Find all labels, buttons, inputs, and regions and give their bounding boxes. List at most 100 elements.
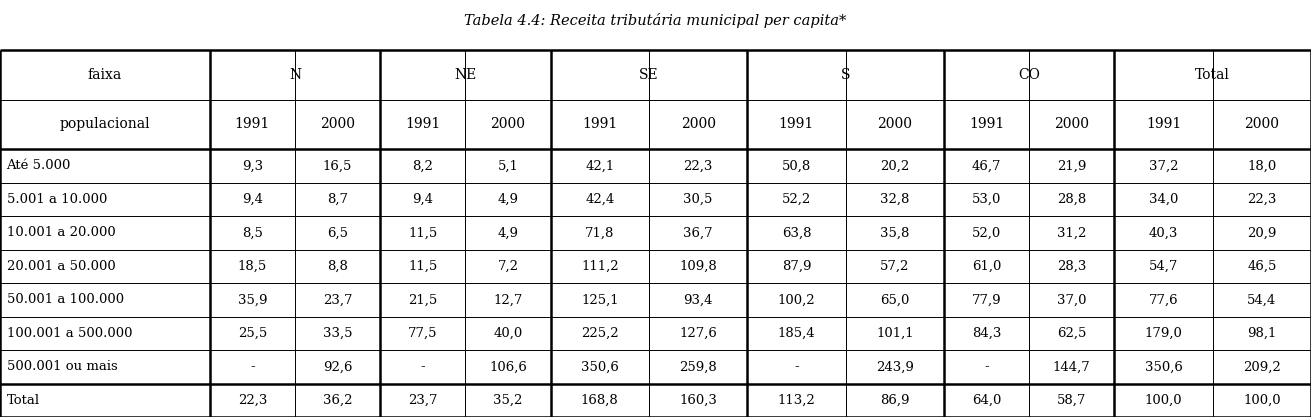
Text: 8,5: 8,5 (243, 226, 262, 239)
Text: 77,6: 77,6 (1148, 293, 1179, 306)
Text: 61,0: 61,0 (971, 260, 1002, 273)
Text: 111,2: 111,2 (581, 260, 619, 273)
Text: 42,1: 42,1 (585, 159, 615, 172)
Text: 2000: 2000 (1054, 117, 1089, 131)
Text: 8,8: 8,8 (328, 260, 347, 273)
Text: 100,2: 100,2 (777, 293, 815, 306)
Text: 500.001 ou mais: 500.001 ou mais (7, 360, 117, 373)
Text: N: N (288, 68, 302, 82)
Text: 21,9: 21,9 (1057, 159, 1087, 172)
Text: 35,9: 35,9 (237, 293, 267, 306)
Text: 259,8: 259,8 (679, 360, 717, 373)
Text: 46,7: 46,7 (971, 159, 1002, 172)
Text: 37,0: 37,0 (1057, 293, 1087, 306)
Text: 28,3: 28,3 (1057, 260, 1087, 273)
Text: 25,5: 25,5 (237, 327, 267, 340)
Text: 1991: 1991 (582, 117, 617, 131)
Text: 7,2: 7,2 (497, 260, 519, 273)
Text: 84,3: 84,3 (971, 327, 1002, 340)
Text: 100,0: 100,0 (1243, 394, 1281, 407)
Text: 63,8: 63,8 (781, 226, 812, 239)
Text: 8,7: 8,7 (326, 193, 349, 206)
Text: 33,5: 33,5 (323, 327, 353, 340)
Text: 34,0: 34,0 (1148, 193, 1179, 206)
Text: 106,6: 106,6 (489, 360, 527, 373)
Text: 52,0: 52,0 (971, 226, 1002, 239)
Text: 22,3: 22,3 (683, 159, 713, 172)
Text: 46,5: 46,5 (1247, 260, 1277, 273)
Text: 23,7: 23,7 (323, 293, 353, 306)
Text: 20.001 a 50.000: 20.001 a 50.000 (7, 260, 115, 273)
Text: 11,5: 11,5 (408, 226, 438, 239)
Text: 86,9: 86,9 (880, 394, 910, 407)
Text: 50,8: 50,8 (781, 159, 812, 172)
Text: 71,8: 71,8 (585, 226, 615, 239)
Text: Total: Total (1196, 68, 1230, 82)
Text: 9,4: 9,4 (412, 193, 434, 206)
Text: 28,8: 28,8 (1057, 193, 1087, 206)
Text: 2000: 2000 (490, 117, 526, 131)
Text: 20,9: 20,9 (1247, 226, 1277, 239)
Text: 54,7: 54,7 (1148, 260, 1179, 273)
Text: 16,5: 16,5 (323, 159, 353, 172)
Text: 209,2: 209,2 (1243, 360, 1281, 373)
Text: 144,7: 144,7 (1053, 360, 1091, 373)
Text: 168,8: 168,8 (581, 394, 619, 407)
Text: 62,5: 62,5 (1057, 327, 1087, 340)
Text: faixa: faixa (88, 68, 122, 82)
Text: S: S (840, 68, 851, 82)
Text: 40,3: 40,3 (1148, 226, 1179, 239)
Text: CO: CO (1019, 68, 1040, 82)
Text: 9,4: 9,4 (241, 193, 264, 206)
Text: 185,4: 185,4 (777, 327, 815, 340)
Text: 125,1: 125,1 (581, 293, 619, 306)
Text: 2000: 2000 (320, 117, 355, 131)
Text: 160,3: 160,3 (679, 394, 717, 407)
Text: 2000: 2000 (1244, 117, 1280, 131)
Text: 127,6: 127,6 (679, 327, 717, 340)
Text: 1991: 1991 (235, 117, 270, 131)
Text: 77,9: 77,9 (971, 293, 1002, 306)
Text: 11,5: 11,5 (408, 260, 438, 273)
Text: 77,5: 77,5 (408, 327, 438, 340)
Text: 101,1: 101,1 (876, 327, 914, 340)
Text: 109,8: 109,8 (679, 260, 717, 273)
Text: 53,0: 53,0 (971, 193, 1002, 206)
Text: populacional: populacional (59, 117, 151, 131)
Text: 2000: 2000 (680, 117, 716, 131)
Text: 1991: 1991 (779, 117, 814, 131)
Text: 1991: 1991 (969, 117, 1004, 131)
Text: 6,5: 6,5 (326, 226, 349, 239)
Text: 12,7: 12,7 (493, 293, 523, 306)
Text: 100,0: 100,0 (1145, 394, 1183, 407)
Text: 22,3: 22,3 (1247, 193, 1277, 206)
Text: 57,2: 57,2 (880, 260, 910, 273)
Text: 113,2: 113,2 (777, 394, 815, 407)
Text: 32,8: 32,8 (880, 193, 910, 206)
Text: 1991: 1991 (405, 117, 440, 131)
Text: Total: Total (7, 394, 39, 407)
Text: 87,9: 87,9 (781, 260, 812, 273)
Text: 100.001 a 500.000: 100.001 a 500.000 (7, 327, 132, 340)
Text: 36,7: 36,7 (683, 226, 713, 239)
Text: SE: SE (640, 68, 658, 82)
Text: 21,5: 21,5 (408, 293, 438, 306)
Text: 35,2: 35,2 (493, 394, 523, 407)
Text: 22,3: 22,3 (237, 394, 267, 407)
Text: 18,5: 18,5 (237, 260, 267, 273)
Text: NE: NE (455, 68, 476, 82)
Text: 5,1: 5,1 (498, 159, 518, 172)
Text: 92,6: 92,6 (323, 360, 353, 373)
Text: 23,7: 23,7 (408, 394, 438, 407)
Text: -: - (250, 360, 254, 373)
Text: 37,2: 37,2 (1148, 159, 1179, 172)
Text: 42,4: 42,4 (585, 193, 615, 206)
Text: 35,8: 35,8 (880, 226, 910, 239)
Text: 225,2: 225,2 (581, 327, 619, 340)
Text: 36,2: 36,2 (323, 394, 353, 407)
Text: 9,3: 9,3 (241, 159, 264, 172)
Text: Tabela 4.4: Receita tributária municipal per capita*: Tabela 4.4: Receita tributária municipal… (464, 13, 847, 28)
Text: 179,0: 179,0 (1145, 327, 1183, 340)
Text: 50.001 a 100.000: 50.001 a 100.000 (7, 293, 123, 306)
Text: 64,0: 64,0 (971, 394, 1002, 407)
